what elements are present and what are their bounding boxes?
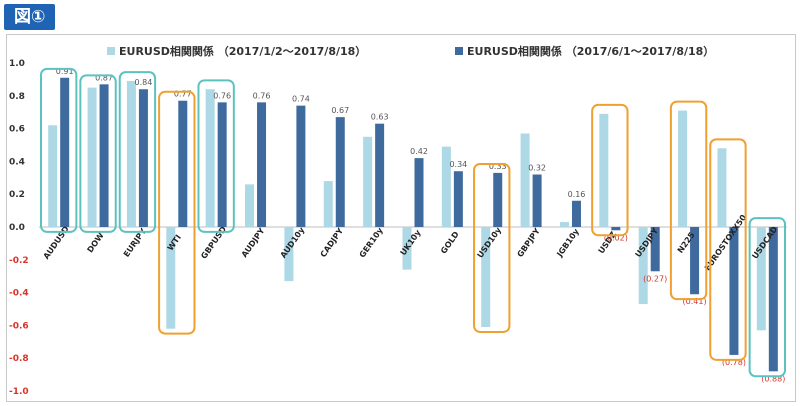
bar-period2-usd10y [493,172,503,227]
data-label: 0.76 [253,91,271,100]
y-tick-label: -1.0 [9,387,29,397]
y-tick-label: -0.4 [9,289,29,299]
y-tick-label: 1.0 [9,59,25,69]
data-label: 0.16 [568,190,586,199]
category-label: DOW [86,231,106,255]
y-tick-label: -0.6 [9,321,29,331]
bar-period2-gbpusd [217,102,227,227]
category-label: JGB10y [555,226,582,259]
bar-period2-gold [453,171,463,227]
data-label: 0.32 [528,164,546,173]
highlight-box-orange [591,103,629,237]
data-label: (0.27) [643,274,667,283]
bar-period1-jgb10y [559,222,569,227]
highlight-box-teal [748,217,787,378]
figure-label: 図① [4,4,56,30]
bar-period1-n225 [678,110,688,227]
bar-period1-ger10y [363,136,373,227]
data-label: 0.74 [292,95,310,104]
bar-period2-usdjpy [650,227,660,272]
data-label: 0.84 [135,78,153,87]
legend-swatch-2 [455,47,463,55]
legend-swatch-1 [107,47,115,55]
data-labels: 0.91 0.87 0.84 0.77 0.76 0.76 0.74 0.67 0.63 0.42… [56,67,786,384]
bar-period2-n225 [690,227,700,295]
data-label: (0.41) [683,297,707,306]
y-tick-label: -0.8 [9,354,29,364]
data-label: 0.87 [95,73,113,82]
data-label: 0.91 [56,67,74,76]
highlight-box-orange [669,100,708,301]
bar-period1-eurjpy [126,81,136,227]
bar-period1-gbpusd [205,89,215,227]
bar-period1-aud10y [284,227,294,282]
bar-period2-uk10y [414,158,424,227]
bar-period2-jgb10y [571,200,581,227]
data-label: 0.34 [449,160,467,169]
bar-period1-usd10y [481,227,491,328]
highlight-box-teal [197,79,235,233]
highlight-box-teal [40,67,78,233]
y-tick-label: -0.2 [9,256,29,266]
bar-period1-eurostoxx50 [717,148,727,227]
data-label: (0.88) [761,374,785,383]
bar-period1-uk10y [402,227,412,270]
chart-frame: EURUSD相関関係 （2017/1/2～2017/8/18） EURUSD相関関… [6,34,796,402]
category-label: AUDJPY [240,226,267,259]
bar-period2-dow [99,84,109,227]
category-label: CADJPY [319,226,346,259]
bar-period2-audjpy [257,102,267,227]
bar-period1-gbpjpy [520,133,530,227]
category-label: AUDUSD [42,224,71,261]
bar-period2-gbpjpy [532,174,542,227]
y-tick-label: 0.2 [9,190,25,200]
data-label: 0.33 [489,162,507,171]
legend: EURUSD相関関係 （2017/1/2～2017/8/18） EURUSD相関関… [107,44,714,58]
bar-period1-usdcad [756,227,766,331]
bar-period2-audusd [60,77,70,227]
y-tick-label: 0.0 [9,223,25,233]
data-label: (0.78) [722,358,746,367]
data-label: 0.76 [213,91,231,100]
data-label: 0.77 [174,90,192,99]
legend-label-1: EURUSD相関関係 （2017/1/2～2017/8/18） [119,44,366,58]
bar-period2-eurjpy [138,89,148,227]
bars [48,77,778,372]
highlight-box-orange [158,90,196,335]
y-tick-label: 0.6 [9,125,25,135]
bar-period2-usdz [611,227,621,231]
highlight-box-orange [709,138,747,361]
bar-period1-usdz [599,113,609,227]
category-label: GER10y [358,225,386,259]
highlight-box-orange [473,162,511,333]
data-label: 0.63 [371,113,389,122]
data-label: 0.42 [410,147,428,156]
bar-period2-eurostoxx50 [729,227,739,355]
data-label: 0.67 [331,106,349,115]
y-tick-label: 0.8 [9,92,25,102]
category-label: GBPJPY [515,226,542,258]
bar-period1-cadjpy [323,181,333,227]
bar-period1-audjpy [245,184,255,227]
category-label: GBPUSD [199,225,228,261]
y-tick-label: 0.4 [9,157,25,167]
y-axis: 1.0 0.8 0.6 0.4 0.2 0.0 -0.2 -0.4 -0.6 -0.8 -1.0 [9,59,787,397]
bar-period1-dow [87,87,97,227]
bar-period2-usdcad [768,227,778,372]
legend-label-2: EURUSD相関関係 （2017/6/1～2017/8/18） [467,44,714,58]
bar-period2-ger10y [375,123,385,227]
bar-period1-wti [166,227,176,329]
bar-period2-cadjpy [335,117,345,227]
bar-period1-audusd [48,125,58,227]
highlight-boxes [40,67,787,378]
bar-period2-aud10y [296,105,306,227]
category-label: GOLD [439,230,461,256]
bar-period1-usdjpy [638,227,648,305]
bar-period1-gold [441,146,451,227]
bar-period2-wti [178,100,188,227]
data-label: (0.02) [604,233,628,242]
highlight-box-teal [118,71,157,233]
highlight-box-teal [79,74,117,233]
bar-chart: EURUSD相関関係 （2017/1/2～2017/8/18） EURUSD相関関… [9,44,787,397]
